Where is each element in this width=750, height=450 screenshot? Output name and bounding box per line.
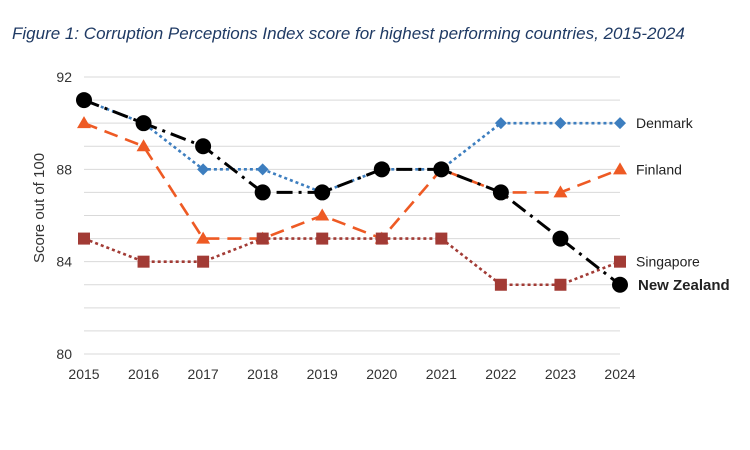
- axes: 80 84 88 92 2015 2016 2017 2018 2019 2020 2021 2022…: [56, 69, 635, 382]
- data-point: [256, 232, 269, 245]
- x-tick-label: 2023: [545, 366, 576, 382]
- data-point: [612, 276, 628, 293]
- data-point: [494, 278, 507, 291]
- data-point: [553, 185, 568, 198]
- series-labels: Denmark Finland Singapore New Zealand: [636, 115, 730, 294]
- data-point: [197, 255, 210, 268]
- data-point: [314, 184, 331, 201]
- data-point: [256, 163, 269, 176]
- data-point: [614, 117, 626, 130]
- data-point: [197, 163, 210, 176]
- y-tick-label: 88: [56, 161, 72, 177]
- data-point: [78, 232, 90, 245]
- x-tick-label: 2018: [247, 366, 278, 382]
- x-tick-label: 2017: [188, 366, 219, 382]
- data-point: [554, 278, 567, 291]
- x-tick-label: 2021: [426, 366, 457, 382]
- series-label: Finland: [636, 161, 682, 177]
- data-point: [554, 117, 567, 130]
- series-line: [83, 121, 621, 241]
- x-tick-label: 2022: [485, 366, 516, 382]
- data-point: [373, 161, 390, 178]
- x-tick-label: 2016: [128, 366, 159, 382]
- series-line: [83, 98, 621, 286]
- data-point: [136, 139, 151, 152]
- series-label: Singapore: [636, 254, 700, 270]
- data-point: [435, 232, 448, 245]
- data-point: [433, 161, 450, 178]
- data-point: [375, 232, 388, 245]
- series-label: Denmark: [636, 115, 694, 131]
- x-tick-label: 2024: [604, 366, 635, 382]
- y-tick-label: 84: [56, 254, 72, 270]
- gridlines: [84, 76, 620, 355]
- y-tick-label: 80: [56, 346, 72, 362]
- x-tick-label: 2019: [307, 366, 338, 382]
- series-lines: [83, 98, 621, 287]
- series-line: [83, 237, 621, 287]
- data-point: [196, 231, 211, 244]
- data-point: [315, 208, 330, 221]
- data-point: [135, 115, 152, 132]
- x-tick-label: 2020: [366, 366, 397, 382]
- data-point: [552, 230, 569, 247]
- y-axis-title: Score out of 100: [31, 153, 48, 263]
- data-point: [614, 255, 626, 268]
- series-label: New Zealand: [638, 277, 730, 294]
- data-point: [195, 138, 212, 155]
- data-point: [492, 184, 509, 201]
- x-tick-label: 2015: [68, 366, 99, 382]
- data-point: [137, 255, 150, 268]
- series-markers: [76, 92, 628, 293]
- chart-title: Figure 1: Corruption Perceptions Index s…: [12, 24, 685, 43]
- data-point: [494, 117, 507, 130]
- data-point: [316, 232, 329, 245]
- data-point: [254, 184, 271, 201]
- y-tick-label: 92: [56, 69, 72, 85]
- data-point: [613, 162, 627, 175]
- data-point: [76, 92, 92, 109]
- data-point: [77, 116, 91, 129]
